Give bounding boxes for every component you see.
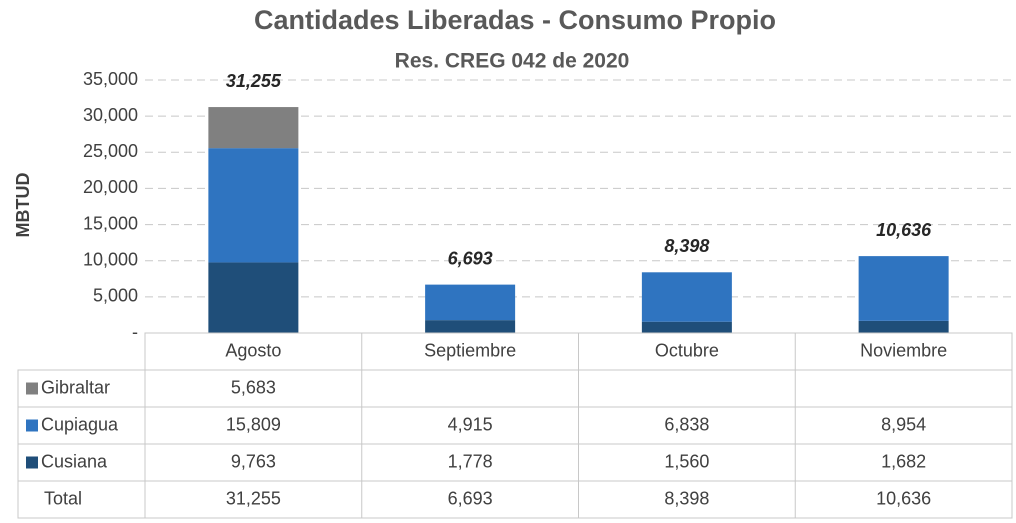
y-tick-label: 10,000 [83, 249, 138, 269]
legend-label: Cusiana [41, 451, 108, 471]
bar-segment [425, 284, 516, 321]
bar-segment [425, 320, 516, 333]
y-tick-label: - [132, 322, 138, 342]
table-value: 1,778 [448, 451, 493, 471]
bar-segment [208, 262, 299, 333]
y-axis-label: MBTUD [13, 173, 33, 238]
bar-segment [641, 272, 732, 322]
y-tick-label: 5,000 [93, 286, 138, 306]
y-tick-label: 25,000 [83, 141, 138, 161]
table-row [17, 443, 1013, 482]
table-value: 6,838 [664, 414, 709, 434]
bar-segment [208, 107, 299, 149]
table-value: 5,683 [231, 377, 276, 397]
legend-label: Gibraltar [41, 377, 110, 397]
chart-title: Cantidades Liberadas - Consumo Propio [254, 5, 776, 35]
table-row [17, 406, 1013, 445]
table-value: 9,763 [231, 451, 276, 471]
table-value: 6,693 [448, 488, 493, 508]
total-label: 31,255 [226, 71, 282, 91]
total-label: 10,636 [876, 220, 932, 240]
legend-label: Cupiagua [41, 414, 119, 434]
table-value: 8,398 [664, 488, 709, 508]
y-tick-label: 30,000 [83, 105, 138, 125]
bar-segment [208, 148, 299, 263]
legend-label: Total [44, 488, 82, 508]
table-value: 8,954 [881, 414, 926, 434]
total-label: 8,398 [664, 236, 709, 256]
table-value: 4,915 [448, 414, 493, 434]
x-tick-label: Octubre [655, 340, 719, 360]
table-value: 1,560 [664, 451, 709, 471]
table-value: 10,636 [876, 488, 931, 508]
table-value: 31,255 [226, 488, 281, 508]
y-tick-label: 35,000 [83, 69, 138, 89]
table-value: 15,809 [226, 414, 281, 434]
y-tick-label: 20,000 [83, 177, 138, 197]
total-label: 6,693 [448, 248, 493, 268]
table-row [17, 480, 1013, 519]
y-tick-label: 15,000 [83, 213, 138, 233]
x-tick-label: Agosto [225, 340, 281, 360]
x-tick-label: Septiembre [424, 340, 516, 360]
legend-swatch [26, 456, 38, 469]
bar-segment [858, 320, 949, 333]
bar-segment [858, 256, 949, 321]
table-row [17, 369, 1013, 408]
chart-subtitle: Res. CREG 042 de 2020 [395, 50, 630, 73]
table-value: 1,682 [881, 451, 926, 471]
bar-segment [641, 321, 732, 333]
legend-swatch [26, 419, 38, 432]
x-tick-label: Noviembre [860, 340, 947, 360]
legend-swatch [26, 382, 38, 395]
